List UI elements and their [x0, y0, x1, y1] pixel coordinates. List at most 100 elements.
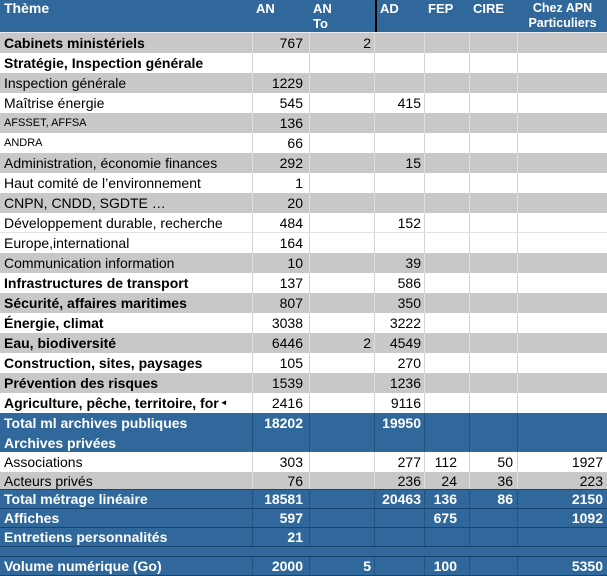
- cell-an_to[interactable]: [310, 433, 375, 452]
- row-label[interactable]: ANDRA: [0, 133, 253, 153]
- row-label[interactable]: Total ml archives publiques: [0, 413, 253, 433]
- cell-cire[interactable]: [470, 93, 518, 113]
- cell-an[interactable]: 1539: [253, 373, 310, 393]
- cell-ad[interactable]: [375, 528, 425, 546]
- cell-cire[interactable]: [470, 509, 518, 527]
- cell-an_to[interactable]: [310, 273, 375, 293]
- cell-apn[interactable]: [518, 73, 607, 93]
- cell-cire[interactable]: [470, 413, 518, 433]
- row-label[interactable]: Europe,international: [0, 233, 253, 253]
- row-label[interactable]: CNPN, CNDD, SGDTE …: [0, 193, 253, 213]
- cell-cire[interactable]: [470, 293, 518, 313]
- cell-ad[interactable]: [375, 557, 425, 575]
- row-label[interactable]: Total métrage linéaire: [0, 490, 253, 508]
- cell-ad[interactable]: 415: [375, 93, 425, 113]
- cell-fep[interactable]: 136: [425, 490, 470, 508]
- row-label[interactable]: Entretiens personnalités: [0, 528, 253, 546]
- cell-apn[interactable]: [518, 313, 607, 333]
- row-label[interactable]: Énergie, climat: [0, 313, 253, 333]
- cell-an[interactable]: 164: [253, 233, 310, 253]
- cell-fep[interactable]: [425, 528, 470, 546]
- cell-cire[interactable]: 86: [470, 490, 518, 508]
- cell-an_to[interactable]: [310, 233, 375, 253]
- cell-an_to[interactable]: [310, 413, 375, 433]
- cell-an[interactable]: 2000: [253, 557, 310, 575]
- cell-an[interactable]: 807: [253, 293, 310, 313]
- cell-fep[interactable]: [425, 253, 470, 273]
- cell-an[interactable]: 597: [253, 509, 310, 527]
- cell-an[interactable]: 303: [253, 452, 310, 472]
- cell-apn[interactable]: [518, 373, 607, 393]
- cell-an[interactable]: [253, 53, 310, 73]
- cell-ad[interactable]: 20463: [375, 490, 425, 508]
- cell-cire[interactable]: [470, 353, 518, 373]
- cell-an_to[interactable]: 2: [310, 333, 375, 353]
- cell-fep[interactable]: [425, 333, 470, 353]
- cell-cire[interactable]: [470, 393, 518, 413]
- cell-ad[interactable]: [375, 233, 425, 253]
- cell-an_to[interactable]: [310, 133, 375, 153]
- cell-fep[interactable]: [425, 73, 470, 93]
- cell-an[interactable]: 3038: [253, 313, 310, 333]
- cell-apn[interactable]: [518, 93, 607, 113]
- cell-apn[interactable]: [518, 173, 607, 193]
- cell-an_to[interactable]: [310, 193, 375, 213]
- cell-apn[interactable]: [518, 393, 607, 413]
- cell-cire[interactable]: [470, 433, 518, 452]
- cell-fep[interactable]: [425, 413, 470, 433]
- cell-ad[interactable]: [375, 193, 425, 213]
- cell-cire[interactable]: [470, 33, 518, 53]
- cell-fep[interactable]: [425, 313, 470, 333]
- column-header-theme[interactable]: Thème: [0, 0, 253, 32]
- cell-cire[interactable]: [470, 253, 518, 273]
- row-label[interactable]: Acteurs privés: [0, 472, 253, 489]
- row-label[interactable]: Affiches: [0, 509, 253, 527]
- cell-ad[interactable]: 39: [375, 253, 425, 273]
- cell-cire[interactable]: [470, 233, 518, 253]
- cell-fep[interactable]: [425, 373, 470, 393]
- cell-ad[interactable]: 586: [375, 273, 425, 293]
- cell-fep[interactable]: 112: [425, 452, 470, 472]
- cell-an[interactable]: 18202: [253, 413, 310, 433]
- cell-ad[interactable]: [375, 53, 425, 73]
- cell-an[interactable]: 6446: [253, 333, 310, 353]
- cell-fep[interactable]: [425, 353, 470, 373]
- row-label[interactable]: Prévention des risques: [0, 373, 253, 393]
- cell-ad[interactable]: 270: [375, 353, 425, 373]
- cell-an[interactable]: 10: [253, 253, 310, 273]
- cell-fep[interactable]: [425, 193, 470, 213]
- cell-ad[interactable]: 236: [375, 472, 425, 489]
- cell-an[interactable]: 21: [253, 528, 310, 546]
- cell-an_to[interactable]: [310, 93, 375, 113]
- row-label[interactable]: Archives privées: [0, 433, 253, 452]
- cell-an[interactable]: 2416: [253, 393, 310, 413]
- row-label[interactable]: Communication information: [0, 253, 253, 273]
- cell-fep[interactable]: [425, 133, 470, 153]
- cell-fep[interactable]: [425, 153, 470, 173]
- cell-cire[interactable]: [470, 373, 518, 393]
- cell-cire[interactable]: [470, 193, 518, 213]
- cell-an_to[interactable]: [310, 353, 375, 373]
- cell-ad[interactable]: 350: [375, 293, 425, 313]
- cell-ad[interactable]: 152: [375, 213, 425, 232]
- cell-an[interactable]: 105: [253, 353, 310, 373]
- cell-an_to[interactable]: [310, 113, 375, 133]
- cell-an_to[interactable]: [310, 490, 375, 508]
- cell-ad[interactable]: [375, 33, 425, 53]
- cell-fep[interactable]: [425, 53, 470, 73]
- column-header-ad[interactable]: AD: [375, 0, 425, 32]
- cell-ad[interactable]: 15: [375, 153, 425, 173]
- cell-an_to[interactable]: 5: [310, 557, 375, 575]
- cell-an[interactable]: 1229: [253, 73, 310, 93]
- cell-apn[interactable]: 1092: [571, 510, 603, 526]
- cell-an_to[interactable]: [310, 53, 375, 73]
- cell-cire[interactable]: [470, 133, 518, 153]
- row-label[interactable]: Volume numérique (Go): [0, 557, 253, 575]
- cell-ad[interactable]: 1236: [375, 373, 425, 393]
- cell-ad[interactable]: [375, 509, 425, 527]
- cell-an_to[interactable]: 2: [310, 33, 375, 53]
- column-header-an-to[interactable]: AN To: [310, 0, 375, 32]
- cell-an[interactable]: 292: [253, 153, 310, 173]
- cell-an_to[interactable]: [310, 293, 375, 313]
- cell-cire[interactable]: [470, 153, 518, 173]
